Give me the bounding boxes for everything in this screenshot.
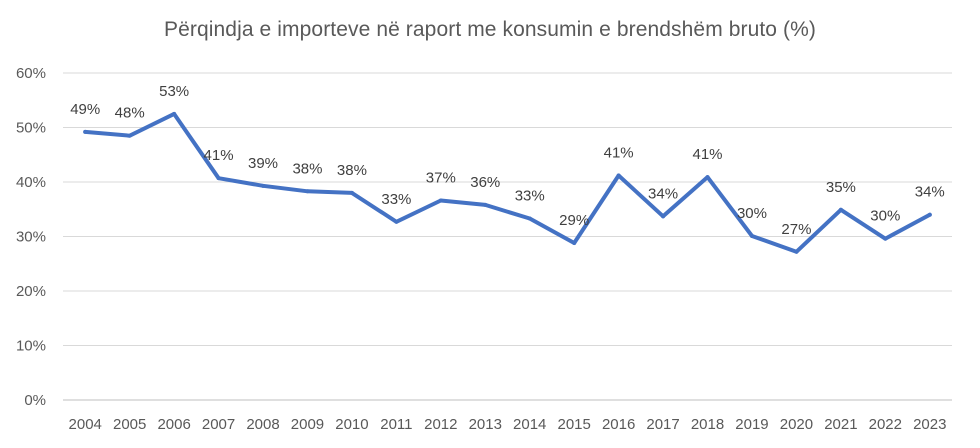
data-point [838,207,843,212]
y-tick-label: 0% [24,392,46,409]
series-line-path [83,111,932,254]
x-tick-label: 2022 [869,416,902,433]
x-tick-label: 2019 [735,416,768,433]
data-label: 38% [292,160,322,177]
data-label: 41% [204,147,234,164]
x-tick-label: 2006 [157,416,190,433]
data-point [261,183,266,188]
data-label: 41% [604,144,634,161]
y-axis-ticks: 0% 10% 20% 30% 40% 50% 60% [16,65,46,409]
data-point [172,111,177,116]
data-label: 48% [115,105,145,122]
x-tick-label: 2021 [824,416,857,433]
x-tick-label: 2023 [913,416,946,433]
data-point [438,198,443,203]
x-tick-label: 2018 [691,416,724,433]
data-label: 36% [470,174,500,191]
data-label: 39% [248,155,278,172]
x-tick-label: 2012 [424,416,457,433]
x-tick-label: 2017 [646,416,679,433]
chart-title: Përqindja e importeve në raport me konsu… [164,18,816,41]
x-tick-label: 2016 [602,416,635,433]
data-label: 53% [159,83,189,100]
x-tick-label: 2009 [291,416,324,433]
x-tick-label: 2014 [513,416,546,433]
x-tick-label: 2010 [335,416,368,433]
data-point [527,216,532,221]
data-label: 29% [559,212,589,229]
data-label: 30% [737,205,767,222]
y-tick-label: 50% [16,120,46,137]
y-tick-label: 20% [16,283,46,300]
x-axis-ticks: 2004 2005 2006 2007 2008 2009 2010 2011 2012 2013… [69,416,947,433]
data-point [216,176,221,181]
data-point [572,241,577,246]
data-label: 37% [426,170,456,187]
data-label: 34% [915,184,945,201]
data-label: 35% [826,179,856,196]
x-tick-label: 2007 [202,416,235,433]
data-label: 34% [648,185,678,202]
data-label: 27% [781,221,811,238]
x-tick-label: 2004 [69,416,102,433]
x-tick-label: 2020 [780,416,813,433]
gridlines [63,72,952,401]
data-point [705,175,710,180]
data-point [794,249,799,254]
data-label: 33% [381,191,411,208]
data-point [349,190,354,195]
data-point [127,133,132,138]
data-label: 49% [70,101,100,118]
y-tick-label: 30% [16,229,46,246]
y-tick-label: 40% [16,174,46,191]
data-point [927,212,932,217]
data-label: 38% [337,162,367,179]
x-tick-label: 2005 [113,416,146,433]
data-point [394,219,399,224]
data-label: 33% [515,188,545,205]
x-tick-label: 2015 [557,416,590,433]
data-label: 30% [870,208,900,225]
x-tick-label: 2008 [246,416,279,433]
x-tick-label: 2011 [380,416,412,433]
data-label: 41% [693,146,723,163]
data-point [883,236,888,241]
data-point [83,129,88,134]
data-point [483,202,488,207]
data-point [305,189,310,194]
y-tick-label: 60% [16,65,46,82]
x-tick-label: 2013 [469,416,502,433]
data-labels: 49% 48% 53% 41% 39% 38% 38% 33% 37% 36% 33% 29% 41% 3… [70,83,945,238]
data-point [749,233,754,238]
y-tick-label: 10% [16,338,46,355]
data-point [616,173,621,178]
series-line [83,111,932,254]
data-point [661,214,666,219]
